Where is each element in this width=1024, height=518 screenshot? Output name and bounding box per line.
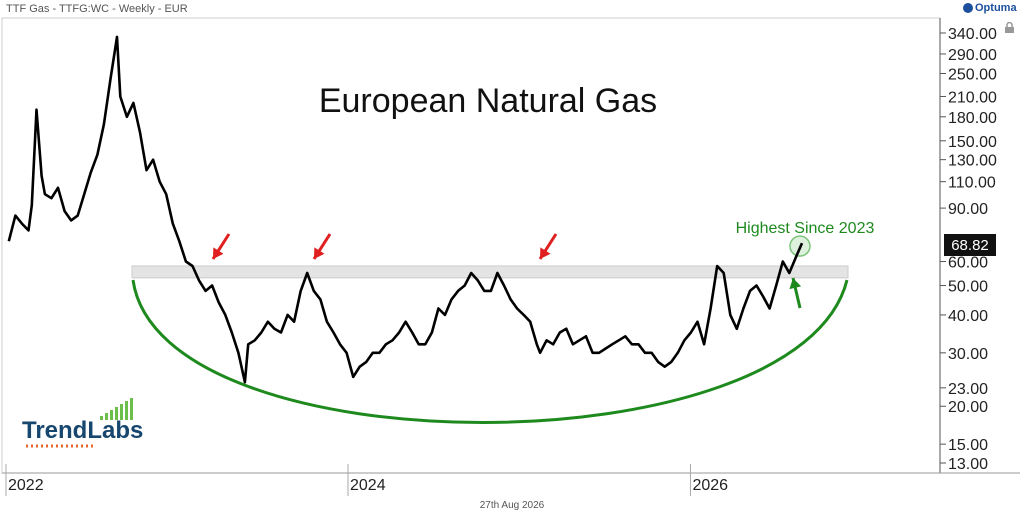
logo-bar (120, 404, 123, 420)
brand-label: Optuma (975, 2, 1017, 14)
y-tick-label: 90.00 (948, 201, 988, 218)
y-tick-label: 340.00 (948, 26, 997, 43)
y-tick-label: 180.00 (948, 110, 997, 127)
price-line (7, 35, 804, 384)
red-arrow (312, 233, 332, 260)
y-tick-label: 13.00 (948, 456, 988, 473)
green-arrow (789, 277, 802, 309)
y-tick-label: 130.00 (948, 153, 997, 170)
lock-icon[interactable] (1004, 22, 1016, 34)
y-tick-label: 23.00 (948, 381, 988, 398)
red-arrow (538, 233, 558, 260)
highest-annotation: Highest Since 2023 (736, 220, 875, 237)
optuma-logo-icon (963, 3, 973, 13)
y-tick-label: 15.00 (948, 437, 988, 454)
red-arrow (211, 233, 231, 260)
y-tick-label: 30.00 (948, 346, 988, 363)
chart-header: TTF Gas - TTFG:WC - Weekly - EUR (6, 3, 188, 15)
y-tick-label: 50.00 (948, 279, 988, 296)
optuma-logo: Optuma (963, 2, 1017, 14)
logo-bar (125, 401, 128, 420)
price-label-box (944, 234, 996, 256)
cup-base-arc (131, 279, 849, 424)
x-tick-label: 2024 (350, 477, 386, 494)
trendlabs-wordmark: TrendLabs (22, 417, 143, 444)
x-tick-label: 2022 (8, 477, 44, 494)
y-tick-label: 60.00 (948, 255, 988, 272)
y-tick-label: 110.00 (948, 175, 996, 192)
y-tick-label: 250.00 (948, 67, 997, 84)
chart-title: European Natural Gas (319, 82, 657, 120)
logo-bar (110, 410, 113, 420)
y-tick-label: 150.00 (948, 134, 997, 151)
date-footer: 27th Aug 2026 (479, 500, 545, 511)
x-tick-label: 2026 (692, 477, 728, 494)
resistance-band (131, 265, 849, 279)
logo-bar (105, 413, 108, 420)
trendlabs-logo: TrendLabs (22, 398, 143, 448)
y-tick-label: 20.00 (948, 399, 988, 416)
logo-bar (130, 398, 133, 420)
logo-bar (100, 416, 103, 420)
y-tick-label: 290.00 (948, 47, 997, 64)
y-tick-label: 210.00 (948, 89, 997, 106)
y-tick-label: 40.00 (948, 308, 988, 325)
last-price-label: 68.82 (951, 237, 989, 254)
logo-bar (115, 407, 118, 420)
